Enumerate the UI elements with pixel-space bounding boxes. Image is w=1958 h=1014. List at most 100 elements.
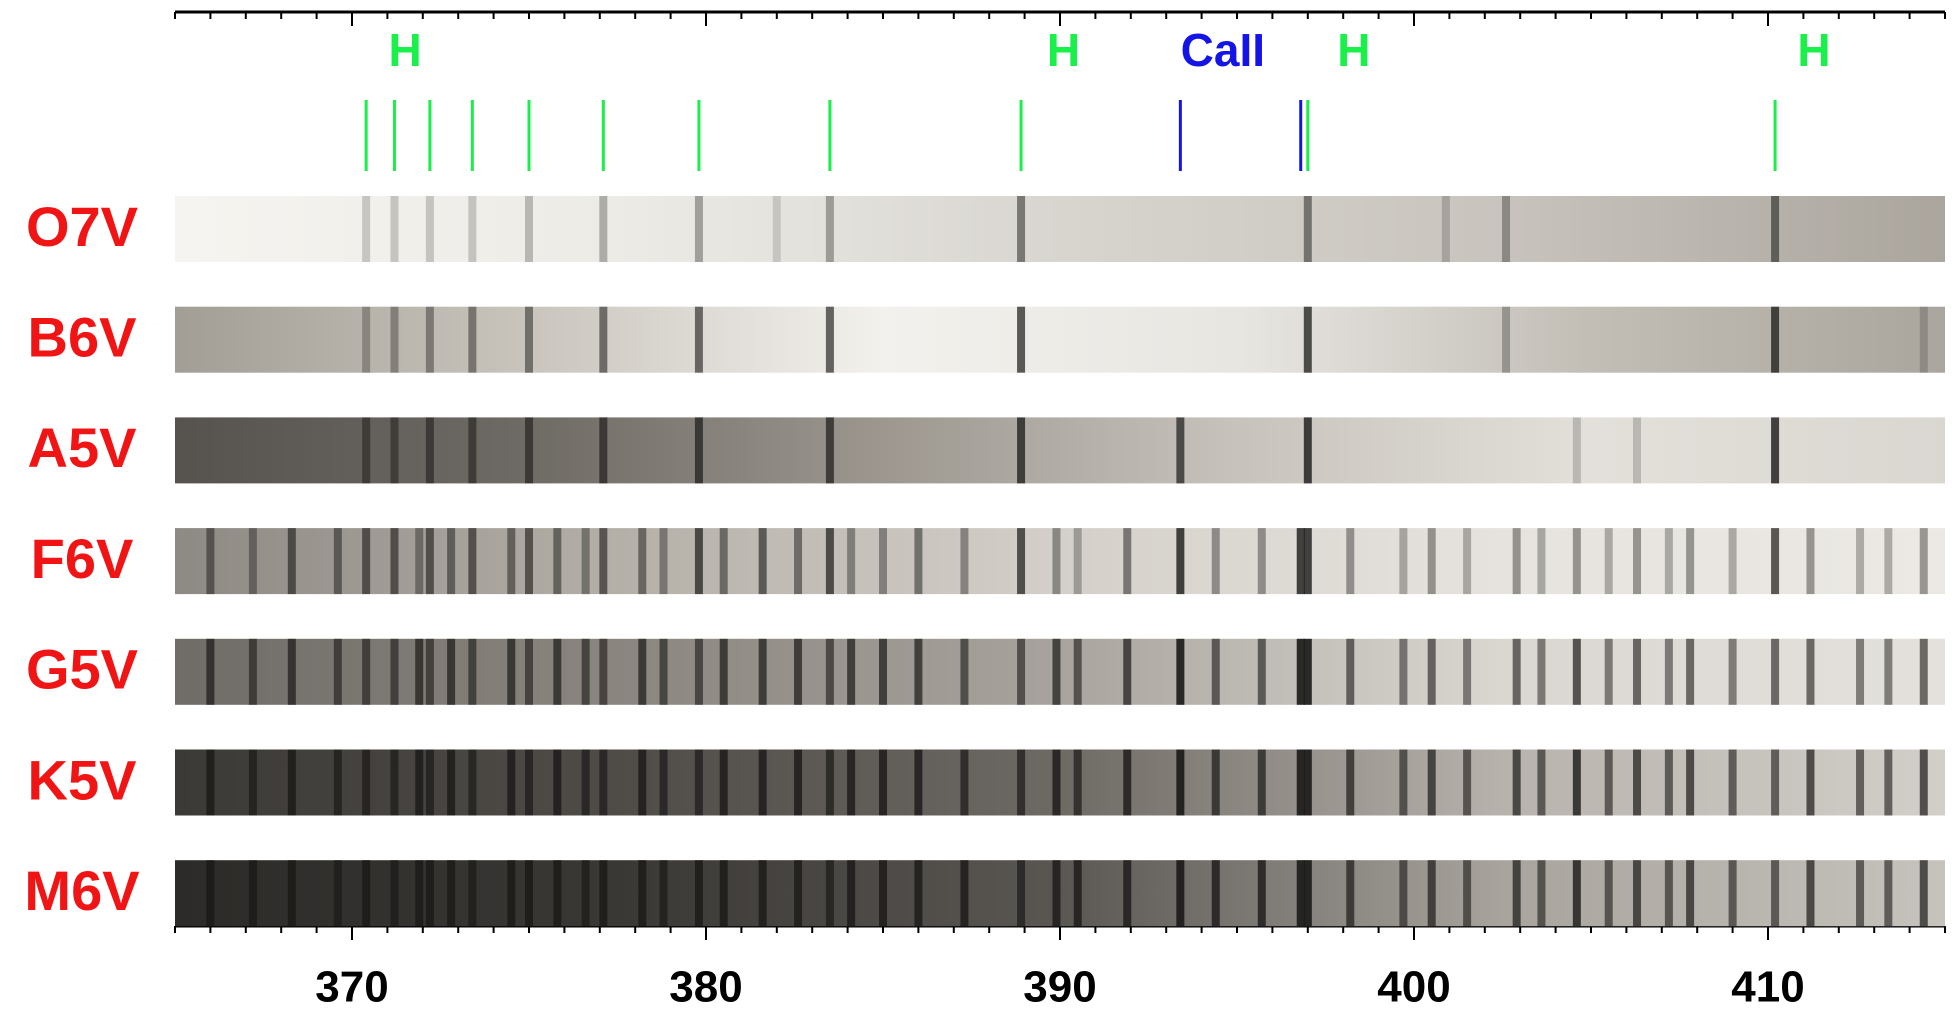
absorption-line bbox=[206, 860, 215, 927]
absorption-line bbox=[206, 638, 215, 705]
absorption-line bbox=[1537, 528, 1546, 595]
absorption-line bbox=[914, 749, 923, 816]
absorption-line bbox=[638, 860, 647, 927]
spectrum-strip bbox=[175, 417, 1945, 484]
x-tick-label: 400 bbox=[1377, 963, 1450, 1012]
absorption-line bbox=[468, 638, 477, 705]
absorption-line bbox=[1919, 306, 1928, 373]
absorption-line bbox=[914, 638, 923, 705]
absorption-line bbox=[1604, 860, 1613, 927]
absorption-line bbox=[638, 638, 647, 705]
absorption-line bbox=[1771, 528, 1780, 595]
absorption-line bbox=[847, 749, 856, 816]
absorption-line bbox=[1919, 749, 1928, 816]
absorption-line bbox=[1441, 196, 1450, 262]
absorption-line bbox=[599, 749, 608, 816]
absorption-line bbox=[794, 638, 803, 705]
absorption-line bbox=[1052, 860, 1061, 927]
absorption-line bbox=[1604, 638, 1613, 705]
absorption-line bbox=[1211, 638, 1220, 705]
absorption-line bbox=[425, 306, 434, 373]
absorption-line bbox=[1806, 749, 1815, 816]
absorption-line bbox=[468, 528, 477, 595]
absorption-line bbox=[1512, 749, 1521, 816]
absorption-line bbox=[1017, 417, 1026, 484]
absorption-line bbox=[1052, 638, 1061, 705]
absorption-line bbox=[1633, 528, 1642, 595]
x-tick-label: 410 bbox=[1731, 963, 1804, 1012]
absorption-line bbox=[507, 749, 516, 816]
absorption-line bbox=[1919, 638, 1928, 705]
absorption-line bbox=[525, 196, 533, 262]
absorption-line bbox=[415, 749, 424, 816]
absorption-line bbox=[1664, 749, 1673, 816]
absorption-line bbox=[960, 638, 969, 705]
absorption-line bbox=[1604, 749, 1613, 816]
absorption-line bbox=[362, 860, 371, 927]
absorption-line bbox=[960, 749, 969, 816]
absorption-line bbox=[1537, 860, 1546, 927]
absorption-line bbox=[1664, 528, 1673, 595]
absorption-line bbox=[719, 749, 728, 816]
absorption-line bbox=[1427, 749, 1436, 816]
absorption-line bbox=[1176, 528, 1185, 595]
absorption-line bbox=[1303, 417, 1312, 484]
absorption-line bbox=[362, 528, 371, 595]
absorption-line bbox=[825, 638, 834, 705]
absorption-line bbox=[719, 528, 728, 595]
absorption-line bbox=[553, 749, 562, 816]
absorption-line bbox=[1604, 528, 1613, 595]
absorption-line bbox=[287, 528, 296, 595]
absorption-line bbox=[1123, 528, 1132, 595]
absorption-line bbox=[1017, 860, 1026, 927]
absorption-line bbox=[914, 528, 923, 595]
absorption-line bbox=[1303, 860, 1312, 927]
absorption-line bbox=[1633, 860, 1642, 927]
absorption-line bbox=[581, 749, 590, 816]
absorption-line bbox=[362, 638, 371, 705]
absorption-line bbox=[1512, 638, 1521, 705]
absorption-line bbox=[659, 528, 668, 595]
absorption-line bbox=[1073, 638, 1082, 705]
absorption-line bbox=[1211, 860, 1220, 927]
absorption-line bbox=[525, 749, 533, 816]
absorption-line bbox=[1463, 860, 1472, 927]
series-label: H bbox=[1047, 24, 1080, 76]
absorption-line bbox=[879, 528, 887, 595]
absorption-line bbox=[1303, 528, 1312, 595]
absorption-line bbox=[825, 528, 834, 595]
absorption-line bbox=[390, 417, 399, 484]
absorption-line bbox=[1686, 528, 1695, 595]
absorption-line bbox=[694, 860, 703, 927]
absorption-line bbox=[719, 638, 728, 705]
absorption-line bbox=[1537, 638, 1546, 705]
absorption-line bbox=[1176, 860, 1185, 927]
absorption-line bbox=[1686, 638, 1695, 705]
x-tick-label: 390 bbox=[1023, 963, 1096, 1012]
absorption-line bbox=[1771, 860, 1780, 927]
absorption-line bbox=[1884, 749, 1893, 816]
absorption-line bbox=[553, 860, 562, 927]
x-tick-label: 380 bbox=[669, 963, 742, 1012]
absorption-line bbox=[1572, 528, 1581, 595]
absorption-line bbox=[879, 860, 887, 927]
spectrum-strip bbox=[175, 306, 1945, 373]
absorption-line bbox=[362, 196, 371, 262]
absorption-line bbox=[1728, 749, 1737, 816]
absorption-line bbox=[1399, 528, 1408, 595]
absorption-line bbox=[1399, 638, 1408, 705]
absorption-line bbox=[553, 638, 562, 705]
absorption-line bbox=[1296, 638, 1305, 705]
absorption-line bbox=[447, 638, 456, 705]
absorption-line bbox=[447, 749, 456, 816]
absorption-line bbox=[507, 860, 516, 927]
absorption-line bbox=[1176, 417, 1185, 484]
absorption-line bbox=[599, 638, 608, 705]
absorption-line bbox=[1399, 860, 1408, 927]
absorption-line bbox=[581, 860, 590, 927]
absorption-line bbox=[599, 306, 608, 373]
absorption-line bbox=[1052, 528, 1061, 595]
absorption-line bbox=[425, 196, 434, 262]
absorption-line bbox=[1771, 196, 1780, 262]
absorption-line bbox=[1771, 749, 1780, 816]
